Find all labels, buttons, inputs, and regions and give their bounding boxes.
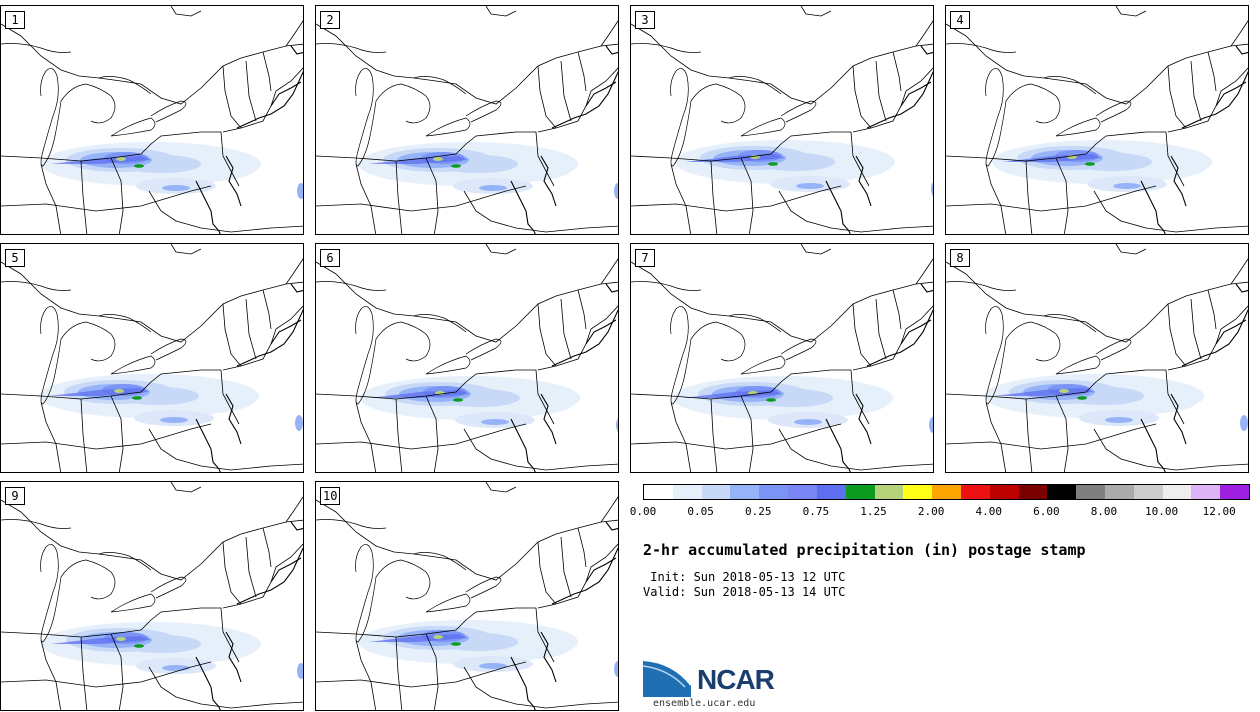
colorbar-swatch [759, 485, 789, 499]
colorbar-tick-label: 0.00 [629, 505, 657, 518]
colorbar-swatch [788, 485, 817, 499]
valid-time: Valid: Sun 2018-05-13 14 UTC [643, 585, 846, 599]
colorbar-tick-label: 10.00 [1145, 505, 1179, 518]
member-label: 1 [5, 11, 25, 29]
colorbar-swatch [903, 485, 933, 499]
colorbar-swatch [1220, 485, 1250, 499]
member-label: 8 [950, 249, 970, 267]
member-map-panel: 9 [0, 481, 304, 711]
precip-map [1, 482, 303, 710]
precip-map [1, 6, 303, 234]
member-label: 3 [635, 11, 655, 29]
member-map-panel: 6 [315, 243, 619, 473]
precip-map [316, 6, 618, 234]
member-label: 7 [635, 249, 655, 267]
member-map-panel: 3 [630, 5, 934, 235]
colorbar-swatch [644, 485, 673, 499]
colorbar-tick-label: 8.00 [1090, 505, 1118, 518]
colorbar-tick-labels: 0.00 0.05 0.25 0.75 1.25 2.00 4.00 6.00 8.00 10.0… [630, 505, 1248, 519]
colorbar-tick-label: 1.25 [860, 505, 887, 518]
member-map-panel: 4 [945, 5, 1249, 235]
colorbar-swatch [989, 485, 1019, 499]
precip-map [631, 6, 933, 234]
logo-subtitle: ensemble.ucar.edu [653, 698, 756, 709]
colorbar-swatch [1018, 485, 1048, 499]
colorbar-swatch [1076, 485, 1105, 499]
member-label: 9 [5, 487, 25, 505]
colorbar-swatch [672, 485, 702, 499]
precip-map [631, 244, 933, 472]
colorbar-tick-label: 0.25 [744, 505, 772, 518]
ncar-logo-icon [643, 659, 692, 697]
colorbar-tick-label: 6.00 [1033, 505, 1060, 518]
precip-map [316, 244, 618, 472]
colorbar-swatch [932, 485, 961, 499]
colorbar-tick-label: 0.05 [687, 505, 714, 518]
member-label: 2 [320, 11, 340, 29]
colorbar-swatch [1162, 485, 1192, 499]
init-time: Init: Sun 2018-05-13 12 UTC [643, 570, 846, 584]
precip-map [946, 6, 1248, 234]
colorbar-swatch [1047, 485, 1077, 499]
member-map-panel: 7 [630, 243, 934, 473]
colorbar-swatch [1105, 485, 1134, 499]
colorbar-swatch [730, 485, 760, 499]
colorbar-swatch [960, 485, 990, 499]
member-map-panel: 2 [315, 5, 619, 235]
colorbar-swatch [845, 485, 875, 499]
colorbar-swatch [1191, 485, 1221, 499]
colorbar-swatch [874, 485, 904, 499]
figure-title: 2-hr accumulated precipitation (in) post… [643, 541, 1086, 559]
member-label: 5 [5, 249, 25, 267]
precip-colorbar [643, 484, 1250, 500]
colorbar-swatch [1133, 485, 1163, 499]
member-label: 4 [950, 11, 970, 29]
precip-map [316, 482, 618, 710]
colorbar-tick-label: 4.00 [975, 505, 1002, 518]
member-map-panel: 8 [945, 243, 1249, 473]
colorbar-tick-label: 12.00 [1202, 505, 1236, 518]
member-label: 10 [320, 487, 341, 505]
logo-text: NCAR [697, 664, 775, 695]
colorbar-tick-label: 0.75 [802, 505, 830, 518]
member-map-panel: 10 [315, 481, 619, 711]
precip-map [946, 244, 1248, 472]
member-map-panel: 5 [0, 243, 304, 473]
member-label: 6 [320, 249, 340, 267]
member-map-panel: 1 [0, 5, 304, 235]
precip-map [1, 244, 303, 472]
colorbar-swatch [816, 485, 846, 499]
colorbar-swatch [701, 485, 731, 499]
colorbar-tick-label: 2.00 [917, 505, 945, 518]
